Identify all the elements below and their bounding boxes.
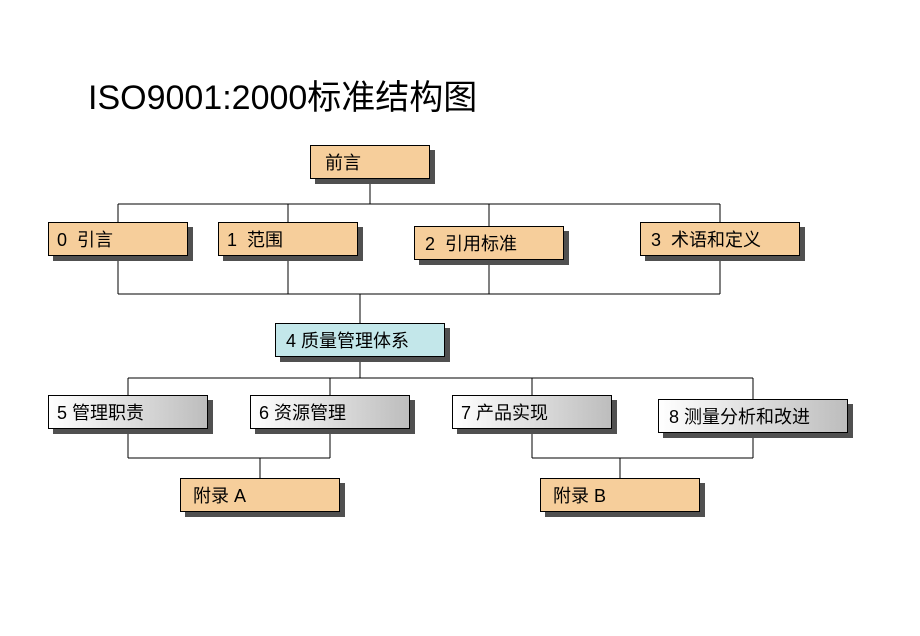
node-label: 8 测量分析和改进 <box>669 403 810 429</box>
node-n2: 2 引用标准 <box>414 226 564 260</box>
node-label: 4 质量管理体系 <box>286 327 409 353</box>
node-n5: 5 管理职责 <box>48 395 208 429</box>
node-label: 附录 A <box>193 482 246 508</box>
diagram-title: ISO9001:2000标准结构图 <box>88 70 477 119</box>
node-n4: 4 质量管理体系 <box>275 323 445 357</box>
node-preface: 前言 <box>310 145 430 179</box>
node-label: 3 术语和定义 <box>651 226 761 252</box>
diagram-canvas: { "diagram": { "type": "tree", "title": … <box>0 0 920 636</box>
node-label: 7 产品实现 <box>461 399 548 425</box>
node-label: 5 管理职责 <box>57 399 144 425</box>
node-n3: 3 术语和定义 <box>640 222 800 256</box>
node-n6: 6 资源管理 <box>250 395 410 429</box>
node-n1: 1 范围 <box>218 222 358 256</box>
node-axA: 附录 A <box>180 478 340 512</box>
node-label: 附录 B <box>553 482 606 508</box>
node-label: 0 引言 <box>57 226 113 252</box>
node-axB: 附录 B <box>540 478 700 512</box>
node-label: 前言 <box>325 149 361 175</box>
node-label: 1 范围 <box>227 226 283 252</box>
node-label: 6 资源管理 <box>259 399 346 425</box>
node-n7: 7 产品实现 <box>452 395 612 429</box>
node-label: 2 引用标准 <box>425 230 517 256</box>
node-n0: 0 引言 <box>48 222 188 256</box>
node-n8: 8 测量分析和改进 <box>658 399 848 433</box>
